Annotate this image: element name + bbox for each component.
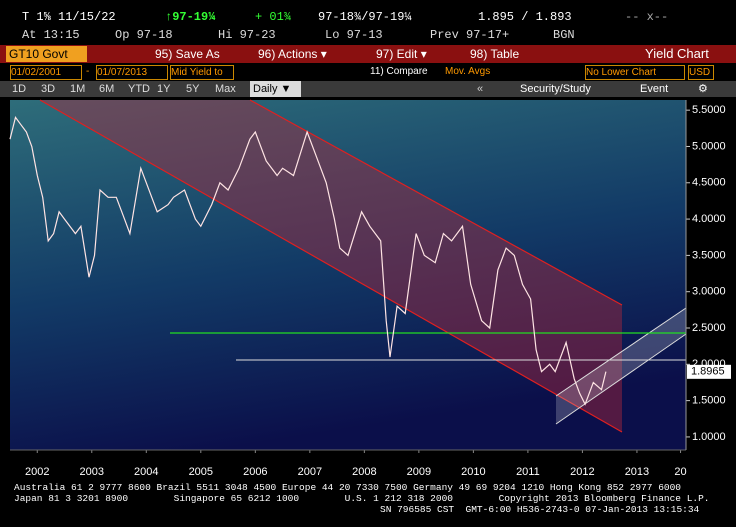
change: + 01¾	[255, 10, 292, 24]
y-tick-label: 3.5000	[692, 249, 726, 261]
x-tick-label: 2011	[516, 466, 540, 478]
period-button[interactable]: 3D	[41, 83, 56, 95]
screen-title: Yield Chart	[645, 46, 709, 61]
channel-upper	[249, 99, 623, 306]
price: ↑97-19¼	[165, 10, 216, 24]
y-tick-label: 4.0000	[692, 213, 726, 225]
period-button[interactable]: 1Y	[157, 83, 171, 95]
yields: 1.895 / 1.893	[478, 10, 572, 24]
x-tick-label: 2003	[80, 466, 104, 478]
period-button[interactable]: Max	[215, 83, 236, 95]
currency[interactable]: USD	[688, 65, 714, 80]
compare[interactable]: 11) Compare	[370, 66, 428, 77]
x-tick-label: 2005	[189, 466, 213, 478]
x-tick-label: 2013	[625, 466, 649, 478]
bid-ask: 97-18¾/97-19¼	[318, 10, 412, 24]
up-channel-lower	[555, 333, 687, 425]
x-tick-label: 2012	[570, 466, 594, 478]
edit-button[interactable]: 97) Edit ▾	[376, 47, 427, 61]
footer-line: Australia 61 2 9777 8600 Brazil 5511 304…	[14, 482, 682, 493]
period-button[interactable]: 6M	[99, 83, 115, 95]
footer-line: SN 796585 CST GMT-6:00 H536-2743-0 07-Ja…	[380, 504, 700, 515]
x-tick-label: 20	[674, 466, 686, 478]
period-button[interactable]: 1D	[12, 83, 27, 95]
time: At 13:15	[22, 28, 80, 42]
y-tick-label: 5.0000	[692, 140, 726, 152]
x-tick-label: 2008	[352, 466, 376, 478]
yield-line	[9, 116, 607, 406]
table-button[interactable]: 98) Table	[470, 47, 520, 61]
up-channel-upper	[555, 307, 687, 397]
field[interactable]: Mid Yield to	[170, 65, 234, 80]
settings-button[interactable]: ⚙	[698, 83, 708, 95]
ticker[interactable]: GT10 Govt	[6, 46, 87, 62]
plot-area	[10, 100, 686, 450]
security: T 1⅝ 11/15/22	[22, 10, 116, 24]
x-tick-label: 2006	[243, 466, 267, 478]
status: -- x--	[625, 10, 669, 24]
date-dash: -	[86, 66, 90, 77]
start-date[interactable]: 01/02/2001	[10, 65, 82, 80]
open: Op 97-18	[115, 28, 173, 42]
x-tick-label: 2007	[298, 466, 322, 478]
event-button[interactable]: Event	[640, 83, 669, 95]
lower-chart[interactable]: No Lower Chart	[585, 65, 685, 80]
high: Hi 97-23	[218, 28, 276, 42]
save-button[interactable]: 95) Save As	[155, 47, 220, 61]
y-tick-label: 1.5000	[692, 395, 726, 407]
period-button[interactable]: 5Y	[186, 83, 200, 95]
x-tick-label: 2002	[25, 466, 49, 478]
last-value-box	[687, 364, 731, 379]
collapse[interactable]: «	[477, 83, 484, 95]
channel-lower	[39, 99, 623, 433]
chart: 1.00001.50002.00002.50003.00003.50004.00…	[9, 99, 731, 478]
actions-button[interactable]: 96) Actions ▾	[258, 47, 327, 61]
moving-averages[interactable]: Mov. Avgs	[445, 66, 491, 77]
prev: Prev 97-17+	[430, 28, 510, 42]
period-button[interactable]: YTD	[128, 83, 150, 95]
end-date[interactable]: 01/07/2013	[96, 65, 168, 80]
toolbar	[0, 45, 736, 63]
footer-line: Japan 81 3 3201 8900 Singapore 65 6212 1…	[14, 493, 710, 504]
x-tick-label: 2009	[407, 466, 431, 478]
frequency[interactable]: Daily ▼	[250, 81, 301, 97]
y-tick-label: 2.5000	[692, 322, 726, 334]
x-tick-label: 2010	[461, 466, 485, 478]
x-tick-label: 2004	[134, 466, 158, 478]
period-button[interactable]: 1M	[70, 83, 86, 95]
low: Lo 97-13	[325, 28, 383, 42]
last-value-label: 1.8965	[691, 366, 725, 378]
y-tick-label: 4.5000	[692, 177, 726, 189]
y-tick-label: 1.0000	[692, 431, 726, 443]
source: BGN	[553, 28, 575, 42]
study-button[interactable]: Security/Study	[520, 83, 591, 95]
y-tick-label: 5.5000	[692, 104, 726, 116]
period-bar	[0, 81, 736, 97]
y-tick-label: 3.0000	[692, 286, 726, 298]
